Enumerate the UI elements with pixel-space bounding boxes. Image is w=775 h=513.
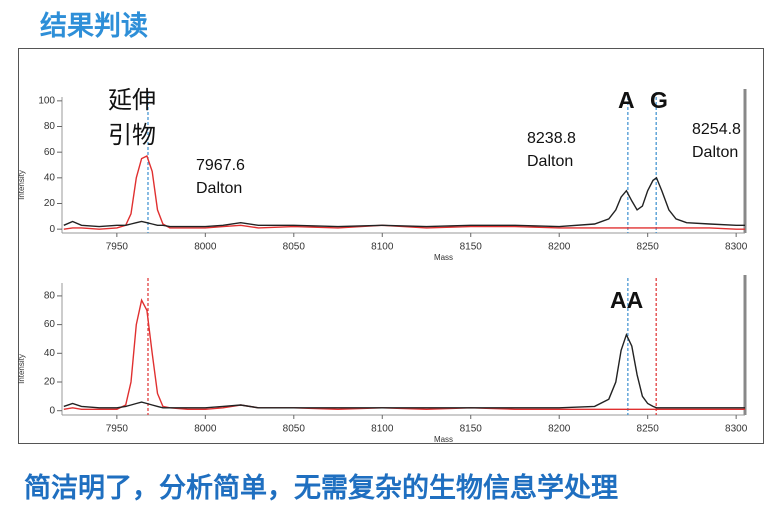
annotation: 7967.6 Dalton — [196, 157, 245, 198]
y-tick-label: 0 — [49, 224, 55, 235]
x-tick-label: 8300 — [725, 424, 748, 435]
x-tick-label: 7950 — [106, 242, 129, 253]
y-tick-label: 0 — [49, 405, 55, 416]
annotation: A — [618, 87, 635, 113]
y-tick-label: 40 — [44, 172, 56, 183]
x-tick-label: 8300 — [725, 242, 748, 253]
x-tick-label: 8150 — [460, 424, 483, 435]
plot-area — [62, 283, 745, 415]
x-tick-label: 8250 — [637, 424, 660, 435]
y-tick-label: 60 — [44, 319, 56, 330]
y-axis-label: Intensity — [17, 170, 26, 200]
y-tick-label: 20 — [44, 198, 56, 209]
x-tick-label: 8050 — [283, 242, 306, 253]
x-tick-label: 8200 — [548, 424, 571, 435]
annotation: 8238.8 Dalton — [527, 130, 576, 171]
x-axis-label: Mass — [434, 253, 453, 262]
x-tick-label: 8200 — [548, 242, 571, 253]
x-tick-label: 8000 — [194, 424, 217, 435]
series-line — [63, 176, 745, 228]
y-tick-label: 40 — [44, 348, 56, 359]
series-line — [63, 298, 745, 411]
annotation: 延伸引物 — [108, 87, 156, 149]
x-tick-label: 8100 — [371, 424, 394, 435]
footer-text: 简洁明了，分析简单，无需复杂的生物信息学处理 — [24, 473, 618, 504]
y-axis-label: Intensity — [17, 354, 26, 384]
slide-title: 结果判读 — [40, 11, 148, 42]
y-tick-label: 100 — [38, 95, 55, 106]
y-tick-label: 60 — [44, 147, 56, 158]
plot-area — [62, 97, 745, 233]
x-tick-label: 7950 — [106, 424, 129, 435]
annotation: G — [650, 87, 668, 113]
series-line — [63, 332, 745, 409]
annotation: AA — [610, 287, 644, 313]
x-tick-label: 8100 — [371, 242, 394, 253]
frame — [18, 48, 764, 444]
x-tick-label: 8150 — [460, 242, 483, 253]
x-tick-label: 8050 — [283, 424, 306, 435]
y-tick-label: 20 — [44, 377, 56, 388]
x-axis-label: Mass — [434, 435, 453, 444]
x-tick-label: 8000 — [194, 242, 217, 253]
y-tick-label: 80 — [44, 291, 56, 302]
annotation: 8254.8 Dalton — [692, 121, 741, 162]
x-tick-label: 8250 — [637, 242, 660, 253]
y-tick-label: 80 — [44, 121, 56, 132]
